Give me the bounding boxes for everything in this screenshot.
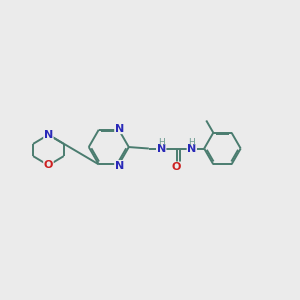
Text: N: N — [187, 143, 196, 154]
Text: N: N — [44, 130, 53, 140]
Text: H: H — [188, 137, 195, 146]
Text: N: N — [157, 143, 166, 154]
Text: O: O — [44, 160, 53, 170]
Text: H: H — [158, 137, 165, 146]
Text: N: N — [115, 124, 124, 134]
Text: N: N — [115, 160, 124, 171]
Text: O: O — [172, 162, 181, 172]
